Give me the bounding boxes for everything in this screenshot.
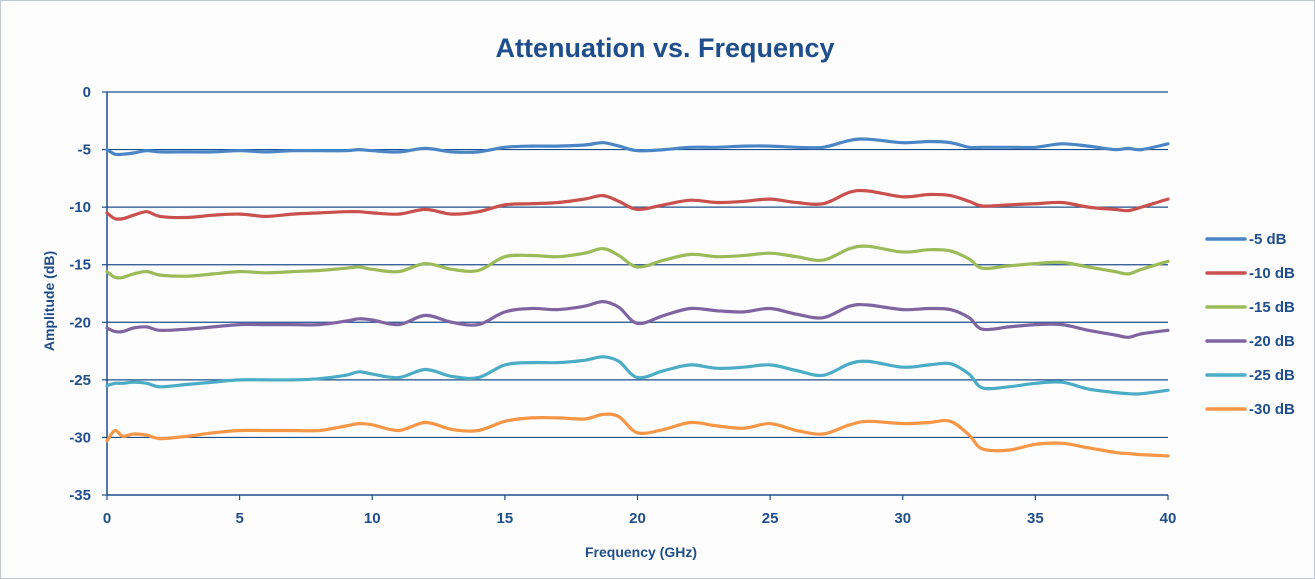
y-tick-label: -25 <box>69 372 91 389</box>
series-line-3 <box>105 244 1170 280</box>
series-line-6 <box>105 412 1170 458</box>
x-tick-label: 20 <box>629 510 646 527</box>
y-axis-title: Amplitude (dB) <box>41 251 57 351</box>
series-line-5 <box>105 355 1170 396</box>
x-tick-label: 30 <box>894 510 911 527</box>
y-tick-label: -35 <box>69 487 91 504</box>
x-tick-label: 25 <box>762 510 779 527</box>
series-line-4 <box>105 300 1170 339</box>
series-line-1 <box>105 137 1170 157</box>
y-tick-label: -20 <box>69 314 91 331</box>
x-tick-label: 5 <box>235 510 243 527</box>
series-line-2 <box>105 188 1170 221</box>
x-tick-label: 35 <box>1027 510 1044 527</box>
legend: -5 dB -10 dB -15 dB -20 dB -25 dB -30 dB <box>1205 231 1295 418</box>
x-tick-label: 15 <box>497 510 514 527</box>
x-tick-label: 10 <box>364 510 381 527</box>
y-tick-label: 0 <box>83 84 91 101</box>
y-tick-label: -5 <box>78 142 91 159</box>
y-tick-label: -15 <box>69 257 91 274</box>
y-tick-label: -30 <box>69 429 91 446</box>
legend-label: -10 dB <box>1249 265 1295 282</box>
y-tick-label: -10 <box>69 199 91 216</box>
chart-title: Attenuation vs. Frequency <box>495 33 834 63</box>
legend-label: -15 dB <box>1249 299 1295 316</box>
legend-label: -20 dB <box>1249 333 1295 350</box>
x-axis-title: Frequency (GHz) <box>585 544 697 560</box>
tick-labels: 0 -5 -10 -15 -20 -25 -30 -35 0 5 10 15 20 25 30 35 40 <box>69 84 1176 527</box>
axes <box>102 91 1169 500</box>
legend-label: -5 dB <box>1249 231 1287 248</box>
x-tick-label: 40 <box>1160 510 1177 527</box>
legend-label: -25 dB <box>1249 367 1295 384</box>
series-lines <box>105 137 1170 458</box>
legend-label: -30 dB <box>1249 401 1295 418</box>
x-tick-label: 0 <box>103 510 111 527</box>
